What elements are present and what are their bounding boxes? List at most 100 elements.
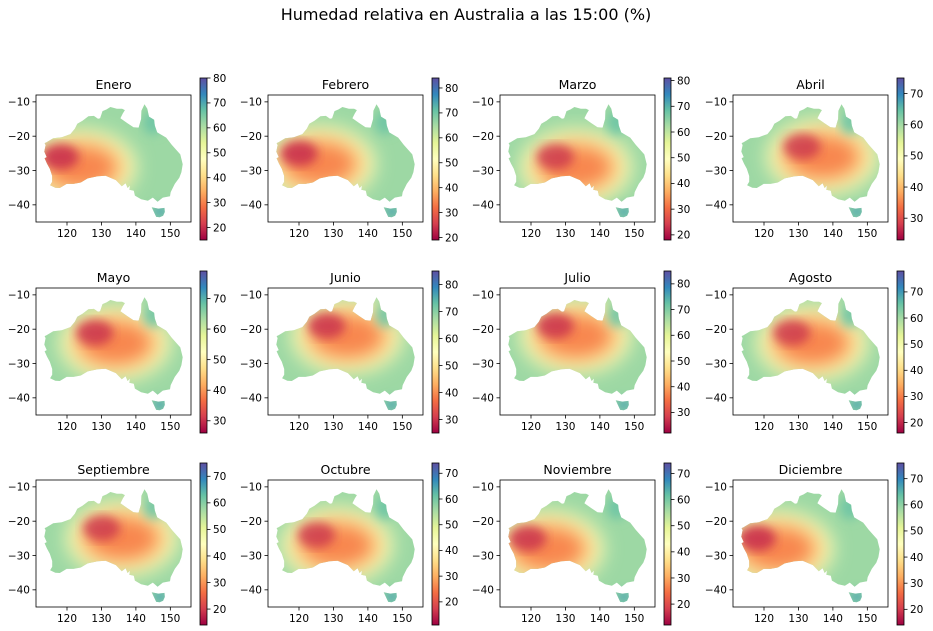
y-tick-label: −30 [472, 550, 494, 562]
colorbar-tick-label: 70 [445, 306, 458, 318]
y-tick-label: −10 [705, 482, 727, 494]
x-tick-label: 120 [289, 613, 309, 625]
x-tick-label: 140 [590, 228, 610, 240]
axes-frame [499, 287, 656, 416]
colorbar-tick-label: 40 [445, 182, 458, 194]
x-tick-label: 130 [555, 613, 575, 625]
humidity-map [276, 489, 415, 603]
y-tick-label: −30 [240, 550, 262, 562]
colorbar-tick-label: 30 [445, 414, 458, 426]
panel-5: Mayo 120 130 140 150 −10 −20 −30 −40 30 40 50 60 70 [8, 270, 226, 434]
colorbar-tick-label: 70 [677, 304, 690, 316]
axes-frame [267, 479, 424, 608]
humidity-map [508, 489, 647, 603]
y-tick-label: −10 [240, 290, 262, 302]
panel-4: Abril 120 130 140 150 −10 −20 −30 −40 30 40 50 60 70 [705, 77, 923, 241]
colorbar-tick-label: 30 [677, 204, 690, 216]
colorbar-tick-label: 50 [677, 521, 690, 533]
x-tick-label: 130 [323, 421, 343, 433]
x-tick-label: 130 [555, 228, 575, 240]
y-tick-label: −40 [705, 200, 727, 212]
colorbar-tick-label: 80 [445, 279, 458, 291]
panel-title: Enero [95, 77, 131, 92]
colorbar [663, 77, 672, 241]
colorbar [663, 462, 672, 626]
colorbar-tick-label: 30 [910, 578, 923, 590]
colorbar [199, 270, 208, 434]
axes-frame [732, 287, 889, 416]
y-tick-label: −10 [8, 290, 30, 302]
y-tick-label: −10 [240, 482, 262, 494]
colorbar-tick-label: 30 [445, 207, 458, 219]
panel-title: Febrero [322, 77, 369, 92]
axes-frame [499, 479, 656, 608]
panel-8: Agosto 120 130 140 150 −10 −20 −30 −40 20 30 40 50 60… [705, 270, 923, 434]
colorbar [199, 77, 208, 241]
y-tick-label: −20 [472, 516, 494, 528]
x-tick-label: 150 [857, 421, 877, 433]
colorbar-tick-label: 40 [910, 552, 923, 564]
colorbar-tick-label: 40 [213, 551, 226, 563]
colorbar-tick-label: 20 [445, 232, 458, 244]
x-tick-label: 150 [624, 228, 644, 240]
colorbar-tick-label: 60 [445, 133, 458, 145]
x-tick-label: 130 [555, 421, 575, 433]
colorbar-tick-label: 50 [445, 520, 458, 532]
humidity-map [44, 104, 183, 218]
colorbar [896, 462, 905, 626]
colorbar-tick-label: 70 [677, 101, 690, 113]
colorbar-tick-label: 50 [213, 148, 226, 160]
colorbar-tick-label: 20 [213, 604, 226, 616]
colorbar-tick-label: 60 [677, 127, 690, 139]
panel-title: Abril [796, 77, 825, 92]
x-tick-label: 140 [126, 228, 146, 240]
x-tick-label: 140 [823, 421, 843, 433]
panel-title: Octubre [320, 462, 370, 477]
colorbar-tick-label: 80 [677, 75, 690, 87]
y-tick-label: −20 [8, 516, 30, 528]
x-tick-label: 150 [624, 421, 644, 433]
y-tick-label: −20 [705, 516, 727, 528]
colorbar-tick-label: 50 [445, 360, 458, 372]
x-tick-label: 130 [91, 228, 111, 240]
colorbar [896, 270, 905, 434]
y-tick-label: −40 [472, 585, 494, 597]
axes-frame [732, 94, 889, 223]
y-tick-label: −10 [705, 290, 727, 302]
colorbar-tick-label: 20 [213, 222, 226, 234]
x-tick-label: 150 [392, 228, 412, 240]
y-tick-label: −20 [8, 324, 30, 336]
colorbar-tick-label: 30 [910, 213, 923, 225]
colorbar-tick-label: 50 [213, 354, 226, 366]
y-tick-label: −20 [8, 131, 30, 143]
panel-title: Agosto [789, 270, 832, 285]
y-tick-label: −20 [240, 131, 262, 143]
x-tick-label: 140 [823, 613, 843, 625]
x-tick-label: 130 [323, 613, 343, 625]
colorbar-tick-label: 20 [677, 599, 690, 611]
panel-title: Junio [329, 270, 361, 285]
colorbar-tick-label: 50 [910, 526, 923, 538]
x-tick-label: 120 [57, 613, 77, 625]
axes-frame [267, 94, 424, 223]
colorbar-tick-label: 60 [445, 494, 458, 506]
colorbar-tick-label: 50 [445, 158, 458, 170]
colorbar-tick-label: 40 [677, 178, 690, 190]
humidity-map [741, 297, 880, 411]
x-tick-label: 130 [788, 228, 808, 240]
axes-frame [35, 479, 192, 608]
y-tick-label: −40 [240, 585, 262, 597]
x-tick-label: 120 [289, 228, 309, 240]
x-tick-label: 150 [392, 421, 412, 433]
colorbar-tick-label: 40 [677, 382, 690, 394]
x-tick-label: 120 [57, 228, 77, 240]
x-tick-label: 140 [358, 613, 378, 625]
colorbar-tick-label: 60 [213, 123, 226, 135]
panel-6: Junio 120 130 140 150 −10 −20 −30 −40 30 40 50 60 70 8… [240, 270, 458, 434]
x-tick-label: 140 [823, 228, 843, 240]
y-tick-label: −40 [705, 393, 727, 405]
x-tick-label: 150 [392, 613, 412, 625]
y-tick-label: −20 [472, 324, 494, 336]
colorbar [199, 462, 208, 626]
axes-frame [499, 94, 656, 223]
